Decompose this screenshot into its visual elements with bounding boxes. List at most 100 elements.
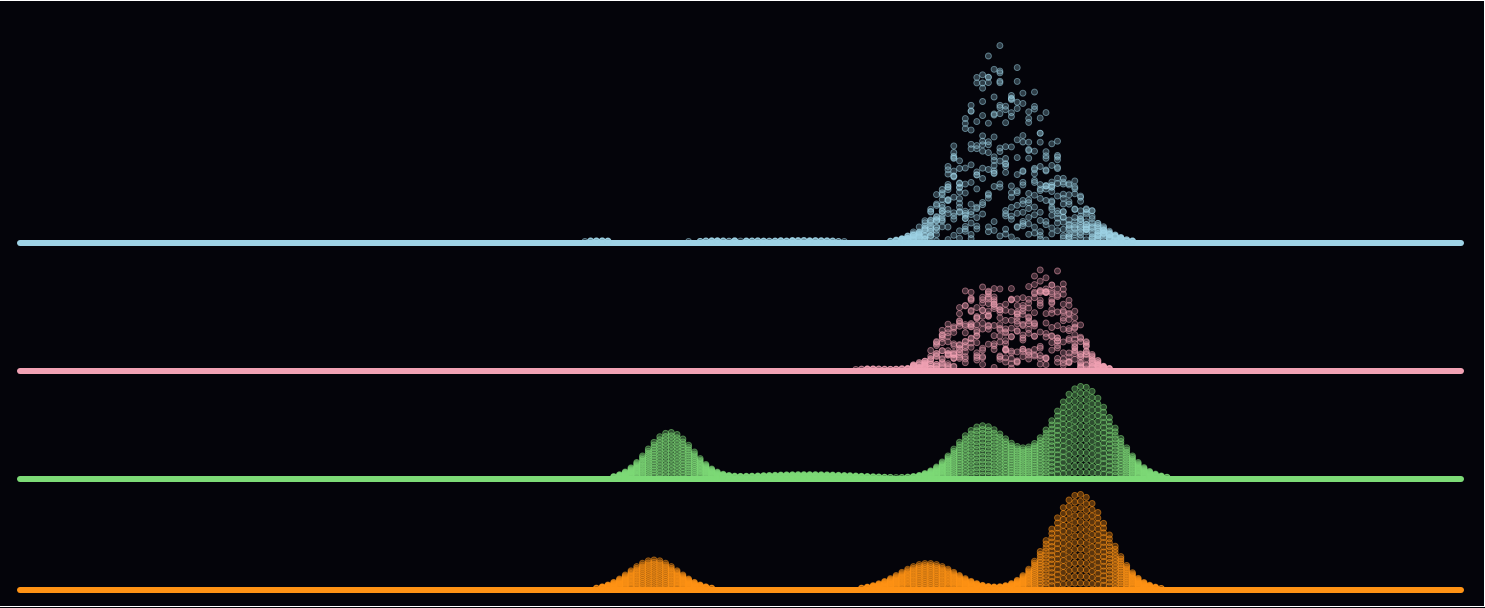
series-3-point	[713, 468, 721, 476]
series-1-point	[956, 227, 963, 235]
series-2-point	[1105, 365, 1113, 372]
series-2-point	[973, 327, 981, 335]
series-2-point	[1065, 327, 1073, 335]
series-3-point	[1082, 436, 1090, 444]
series-2-point	[1082, 361, 1090, 369]
series-1-point	[1013, 154, 1021, 162]
series-2-point	[996, 353, 1004, 361]
series-1-point	[1042, 152, 1050, 160]
series-1-point	[950, 149, 958, 156]
series-3-point	[817, 471, 825, 479]
series-4-point	[1054, 524, 1061, 532]
series-4-point	[1071, 552, 1079, 560]
series-1-point	[990, 153, 998, 161]
series-4-point	[984, 582, 992, 590]
series-1-point	[1065, 191, 1073, 199]
series-1-point	[1105, 227, 1113, 235]
series-2-point	[1071, 331, 1079, 339]
series-2-point	[1082, 342, 1090, 350]
series-3-point	[1094, 400, 1102, 408]
series-4-point	[1088, 580, 1096, 588]
series-4-point	[1077, 511, 1085, 519]
series-4-point	[1088, 555, 1096, 563]
series-3-point	[1082, 410, 1090, 417]
series-2-point	[973, 352, 981, 360]
series-1-point	[967, 161, 975, 169]
series-3-point	[685, 441, 693, 449]
series-1-point	[1013, 64, 1021, 72]
series-3-point	[909, 473, 917, 480]
series-1-point	[944, 162, 952, 170]
series-1-point	[1036, 138, 1044, 146]
series-2-point	[990, 332, 998, 340]
series-2-point	[996, 338, 1004, 346]
series-2-point	[944, 332, 952, 340]
series-1-point	[1111, 237, 1119, 245]
series-2-point	[979, 344, 987, 352]
series-4-point	[1071, 518, 1079, 526]
series-1-point	[1036, 228, 1044, 236]
series-1-point	[990, 170, 998, 177]
series-4-point	[1082, 520, 1090, 528]
series-2-point	[961, 355, 969, 363]
series-3-point	[708, 465, 716, 473]
series-1-point	[1048, 203, 1056, 211]
series-1-point	[950, 173, 958, 181]
series-3-point	[1048, 417, 1056, 425]
series-1-point	[1013, 105, 1021, 112]
series-3-point	[633, 459, 641, 466]
series-2-point	[973, 314, 981, 322]
series-3-point	[1071, 385, 1079, 393]
series-2-point	[1059, 300, 1067, 308]
series-1-point	[996, 42, 1004, 50]
series-1-point	[1031, 102, 1038, 110]
series-3-point	[1065, 433, 1073, 441]
series-1-point	[840, 237, 848, 245]
series-3-point	[1117, 435, 1125, 442]
series-2-point	[1007, 285, 1015, 293]
series-1-point	[1007, 233, 1015, 241]
series-3-point	[1094, 458, 1102, 466]
series-2-point	[1025, 304, 1033, 312]
series-3-point	[823, 471, 831, 479]
series-1-point	[1054, 153, 1061, 161]
series-2-point	[984, 307, 992, 315]
series-3-point	[656, 433, 664, 441]
series-3-point	[1054, 451, 1061, 459]
series-2-point	[1025, 283, 1033, 291]
series-3-point	[1094, 423, 1102, 431]
series-3-point	[1088, 387, 1096, 395]
series-2-point	[1025, 355, 1033, 363]
series-4-point	[1065, 502, 1073, 510]
series-1-point	[1002, 160, 1010, 168]
series-2-point	[938, 364, 946, 372]
series-1-point	[1002, 106, 1010, 114]
series-4-point	[973, 580, 981, 588]
series-1-point	[1042, 109, 1050, 117]
series-4-point	[858, 584, 865, 592]
series-4-point	[1065, 515, 1073, 523]
series-1-point	[1013, 136, 1021, 144]
series-3-point	[667, 429, 675, 436]
series-4-point	[1111, 542, 1119, 550]
series-3-point	[1146, 467, 1154, 475]
series-1-point	[1019, 208, 1027, 216]
series-4-point	[1140, 578, 1148, 586]
series-4-point	[1094, 509, 1102, 516]
series-3-point	[1088, 456, 1096, 464]
series-4-point	[1077, 545, 1085, 553]
series-1-point	[1013, 171, 1021, 179]
series-4-point	[1065, 535, 1073, 543]
series-2-point	[938, 326, 946, 334]
series-2-point	[1019, 320, 1027, 328]
series-3-point	[1100, 403, 1108, 411]
series-3-point	[788, 471, 796, 479]
series-3-point	[1059, 398, 1067, 406]
series-2-point	[950, 340, 958, 348]
series-2-point	[892, 365, 900, 373]
series-4-point	[1088, 561, 1096, 569]
series-1-point	[1013, 98, 1021, 106]
series-2-point	[1007, 364, 1015, 372]
series-2-point	[979, 360, 987, 368]
series-4-point	[1065, 580, 1073, 588]
